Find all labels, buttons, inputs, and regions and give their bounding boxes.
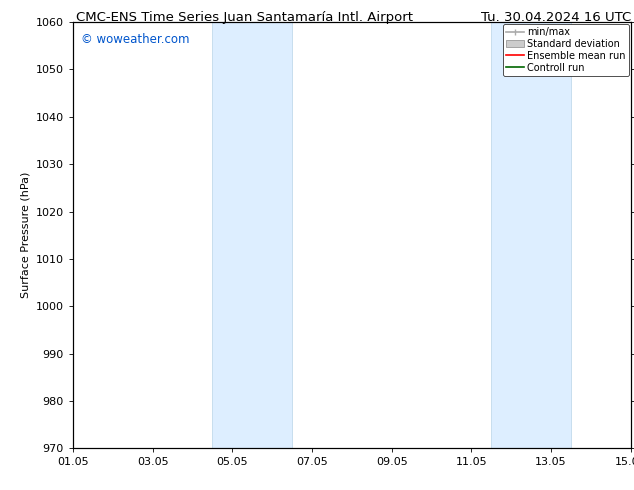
Text: © woweather.com: © woweather.com bbox=[81, 33, 190, 46]
Text: Tu. 30.04.2024 16 UTC: Tu. 30.04.2024 16 UTC bbox=[481, 11, 631, 24]
Legend: min/max, Standard deviation, Ensemble mean run, Controll run: min/max, Standard deviation, Ensemble me… bbox=[503, 24, 629, 75]
Bar bbox=[491, 22, 571, 448]
Bar bbox=[212, 22, 292, 448]
Y-axis label: Surface Pressure (hPa): Surface Pressure (hPa) bbox=[20, 172, 30, 298]
Text: CMC-ENS Time Series Juan Santamaría Intl. Airport: CMC-ENS Time Series Juan Santamaría Intl… bbox=[76, 11, 413, 24]
